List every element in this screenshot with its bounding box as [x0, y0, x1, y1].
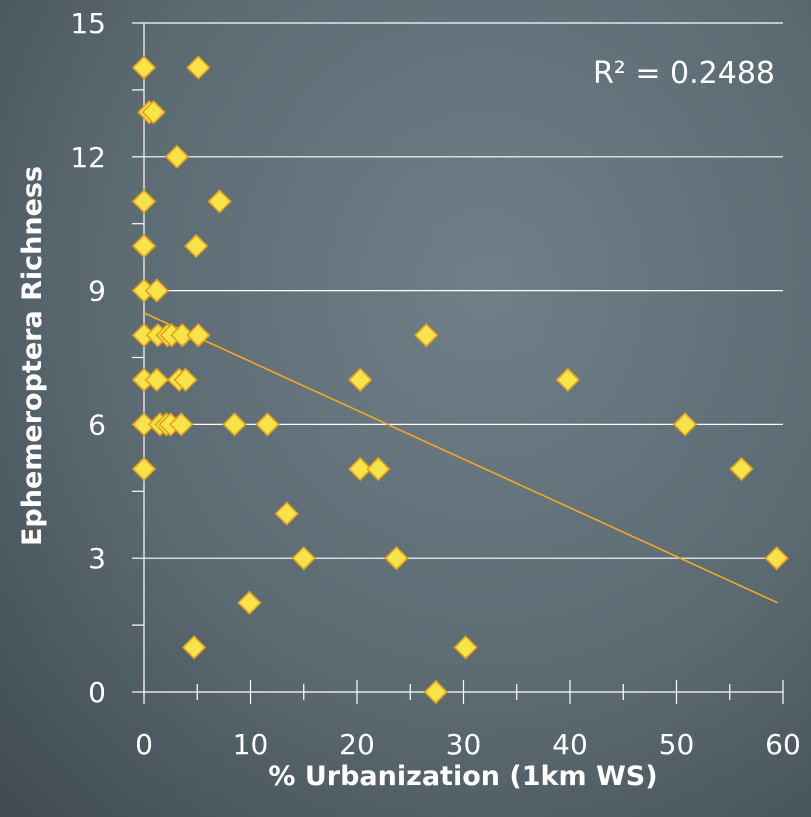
data-point-6 [207, 189, 232, 214]
data-point-36 [274, 501, 299, 526]
data-point-7 [131, 233, 157, 259]
data-point-43 [423, 679, 448, 705]
data-point-17 [414, 323, 439, 348]
data-point-4 [164, 144, 190, 169]
data-point-32 [131, 456, 157, 482]
y-tick-label-12: 12 [70, 141, 106, 174]
data-point-35 [729, 456, 754, 482]
data-point-19 [144, 367, 169, 392]
data-point-23 [555, 367, 581, 392]
x-tick-label-20: 20 [339, 728, 375, 761]
data-point-40 [237, 590, 262, 615]
data-point-30 [255, 412, 280, 437]
data-point-16 [186, 323, 211, 348]
y-tick-label-3: 3 [88, 542, 106, 575]
data-point-22 [348, 367, 373, 392]
data-point-33 [348, 456, 373, 482]
tick-labels: 0 3 6 9 12 15 0 10 20 30 40 50 60 [70, 7, 800, 761]
y-tick-label-9: 9 [88, 275, 106, 308]
data-point-29 [222, 412, 247, 437]
x-axis-title: % Urbanization (1km WS) [268, 761, 657, 792]
data-point-39 [764, 546, 789, 571]
data-point-28 [169, 412, 194, 437]
grid-lines [144, 22, 783, 559]
data-point-15 [170, 323, 195, 348]
y-tick-label-15: 15 [70, 7, 106, 40]
x-tick-label-0: 0 [135, 728, 153, 761]
data-points [131, 55, 789, 705]
x-tick-label-40: 40 [552, 728, 588, 761]
data-point-24 [131, 412, 157, 437]
data-point-38 [384, 546, 409, 571]
data-point-41 [181, 635, 207, 660]
x-tick-label-50: 50 [659, 728, 695, 761]
data-point-8 [184, 233, 209, 259]
x-tick-label-10: 10 [233, 728, 269, 761]
x-tick-label-30: 30 [446, 728, 482, 761]
data-point-42 [453, 635, 478, 660]
data-point-10 [144, 278, 169, 303]
x-tick-label-60: 60 [765, 728, 801, 761]
r-squared-annotation: R² = 0.2488 [593, 56, 775, 91]
data-point-31 [672, 412, 698, 437]
y-tick-label-0: 0 [88, 676, 106, 709]
trendline [143, 312, 779, 604]
y-tick-label-6: 6 [88, 408, 106, 441]
data-point-21 [173, 367, 198, 392]
data-point-3 [141, 100, 166, 125]
axes [132, 22, 784, 704]
data-point-34 [366, 456, 391, 482]
y-axis-title: Ephemeroptera Richness [17, 166, 48, 546]
data-point-0 [131, 55, 157, 80]
data-point-1 [186, 55, 211, 80]
data-point-37 [291, 546, 316, 571]
trendline-layer [143, 312, 779, 604]
data-point-5 [131, 189, 157, 214]
